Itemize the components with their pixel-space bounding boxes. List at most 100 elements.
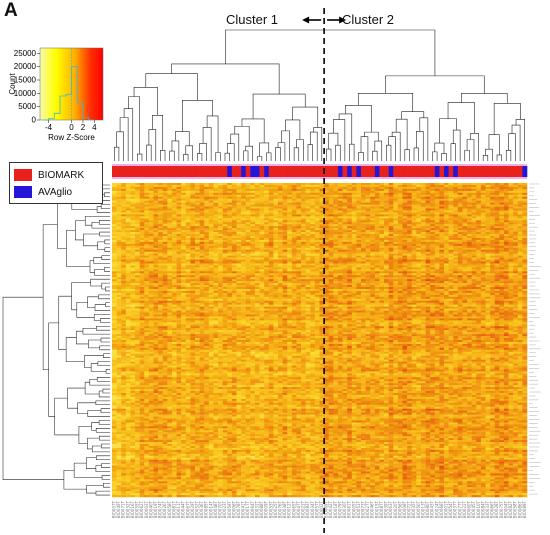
col-dendro-link-72 <box>439 118 457 144</box>
heatmap-cell <box>139 202 145 205</box>
heatmap-cell <box>361 188 366 192</box>
heatmap-cell <box>148 241 154 245</box>
heatmap-cell <box>222 275 228 278</box>
heatmap-cell <box>444 281 449 284</box>
heatmap-cell <box>374 220 380 223</box>
heatmap-cell <box>508 265 514 268</box>
heatmap-cell <box>222 200 228 203</box>
heatmap-cell <box>416 184 422 188</box>
heatmap-cell <box>444 200 449 203</box>
heatmap-cell <box>296 251 302 254</box>
heatmap-cell <box>499 241 505 245</box>
heatmap-cell <box>503 194 509 197</box>
heatmap-cell <box>319 212 325 215</box>
heatmap-cell <box>494 265 500 268</box>
heatmap-cell <box>467 228 472 231</box>
heatmap-cell <box>342 271 348 274</box>
heatmap-cell <box>397 247 403 250</box>
heatmap-cell <box>407 192 412 196</box>
heatmap-cell <box>204 257 210 260</box>
heatmap-cell <box>259 283 265 286</box>
heatmap-cell <box>273 216 279 219</box>
heatmap-cell <box>416 253 422 256</box>
heatmap-cell <box>171 257 177 260</box>
heatmap-cell <box>305 241 311 245</box>
heatmap-cell <box>517 255 523 258</box>
heatmap-cell <box>342 257 348 260</box>
heatmap-cell <box>162 265 168 268</box>
heatmap-cell <box>176 234 182 237</box>
heatmap-cell <box>374 249 380 252</box>
heatmap-cell <box>213 279 219 282</box>
heatmap-cell <box>112 206 117 209</box>
heatmap-cell <box>508 283 514 286</box>
heatmap-cell <box>453 263 459 266</box>
heatmap-cell <box>471 188 477 192</box>
heatmap-cell <box>301 196 306 199</box>
heatmap-cell <box>213 257 219 260</box>
heatmap-cell <box>365 265 371 268</box>
heatmap-cell <box>310 235 316 239</box>
heatmap-cell <box>457 234 463 237</box>
heatmap-cell <box>213 261 219 264</box>
heatmap-cell <box>139 194 145 197</box>
heatmap-cell <box>499 279 505 282</box>
heatmap-cell <box>499 196 505 199</box>
heatmap-cell <box>425 279 431 282</box>
heatmap-cell <box>222 271 228 274</box>
heatmap-cell <box>301 214 306 217</box>
heatmap-cell <box>462 269 468 272</box>
heatmap-cell <box>402 234 408 237</box>
heatmap-cell <box>176 249 182 252</box>
heatmap-cell <box>393 271 399 274</box>
heatmap-cell <box>494 279 500 282</box>
heatmap-cell <box>402 259 408 262</box>
heatmap-cell <box>310 257 316 260</box>
heatmap-cell <box>204 253 210 256</box>
heatmap-cell <box>148 226 154 229</box>
heatmap-cell <box>467 212 472 215</box>
heatmap-cell <box>268 257 274 260</box>
heatmap-cell <box>231 216 237 219</box>
heatmap-cell <box>384 186 389 190</box>
heatmap-cell <box>370 198 376 201</box>
heatmap-cell <box>462 249 468 252</box>
heatmap-cell <box>208 212 214 215</box>
heatmap-cell <box>241 241 246 245</box>
heatmap-cell <box>199 224 205 227</box>
heatmap-cell <box>476 208 482 211</box>
heatmap-cell <box>430 285 436 288</box>
heatmap-cell <box>503 241 509 245</box>
heatmap-cell <box>153 237 159 241</box>
heatmap-cell <box>439 212 445 215</box>
heatmap-cell <box>420 196 426 199</box>
heatmap-cell <box>448 257 454 260</box>
heatmap-cell <box>333 245 339 249</box>
heatmap-cell <box>448 196 454 199</box>
heatmap-cell <box>374 245 380 249</box>
heatmap-cell <box>480 243 486 247</box>
heatmap-cell <box>162 249 168 252</box>
heatmap-cell <box>158 245 163 249</box>
heatmap-cell <box>241 283 246 286</box>
heatmap-cell <box>199 194 205 197</box>
heatmap-cell <box>218 202 223 205</box>
heatmap-cell <box>388 222 394 225</box>
heatmap-cell <box>158 239 163 243</box>
heatmap-cell <box>153 257 159 260</box>
heatmap-cell <box>439 208 445 211</box>
heatmap-cell <box>457 202 463 205</box>
heatmap-cell <box>397 285 403 288</box>
heatmap-cell <box>351 220 357 223</box>
heatmap-cell <box>402 281 408 284</box>
heatmap-cell <box>485 253 491 256</box>
heatmap-cell <box>135 204 140 207</box>
heatmap-cell <box>181 261 187 264</box>
heatmap-cell <box>135 190 140 194</box>
heatmap-cell <box>342 259 348 262</box>
heatmap-cell <box>181 263 187 266</box>
heatmap-cell <box>204 281 210 284</box>
heatmap-cell <box>503 235 509 239</box>
heatmap-cell <box>176 277 182 280</box>
heatmap-cell <box>407 206 412 209</box>
